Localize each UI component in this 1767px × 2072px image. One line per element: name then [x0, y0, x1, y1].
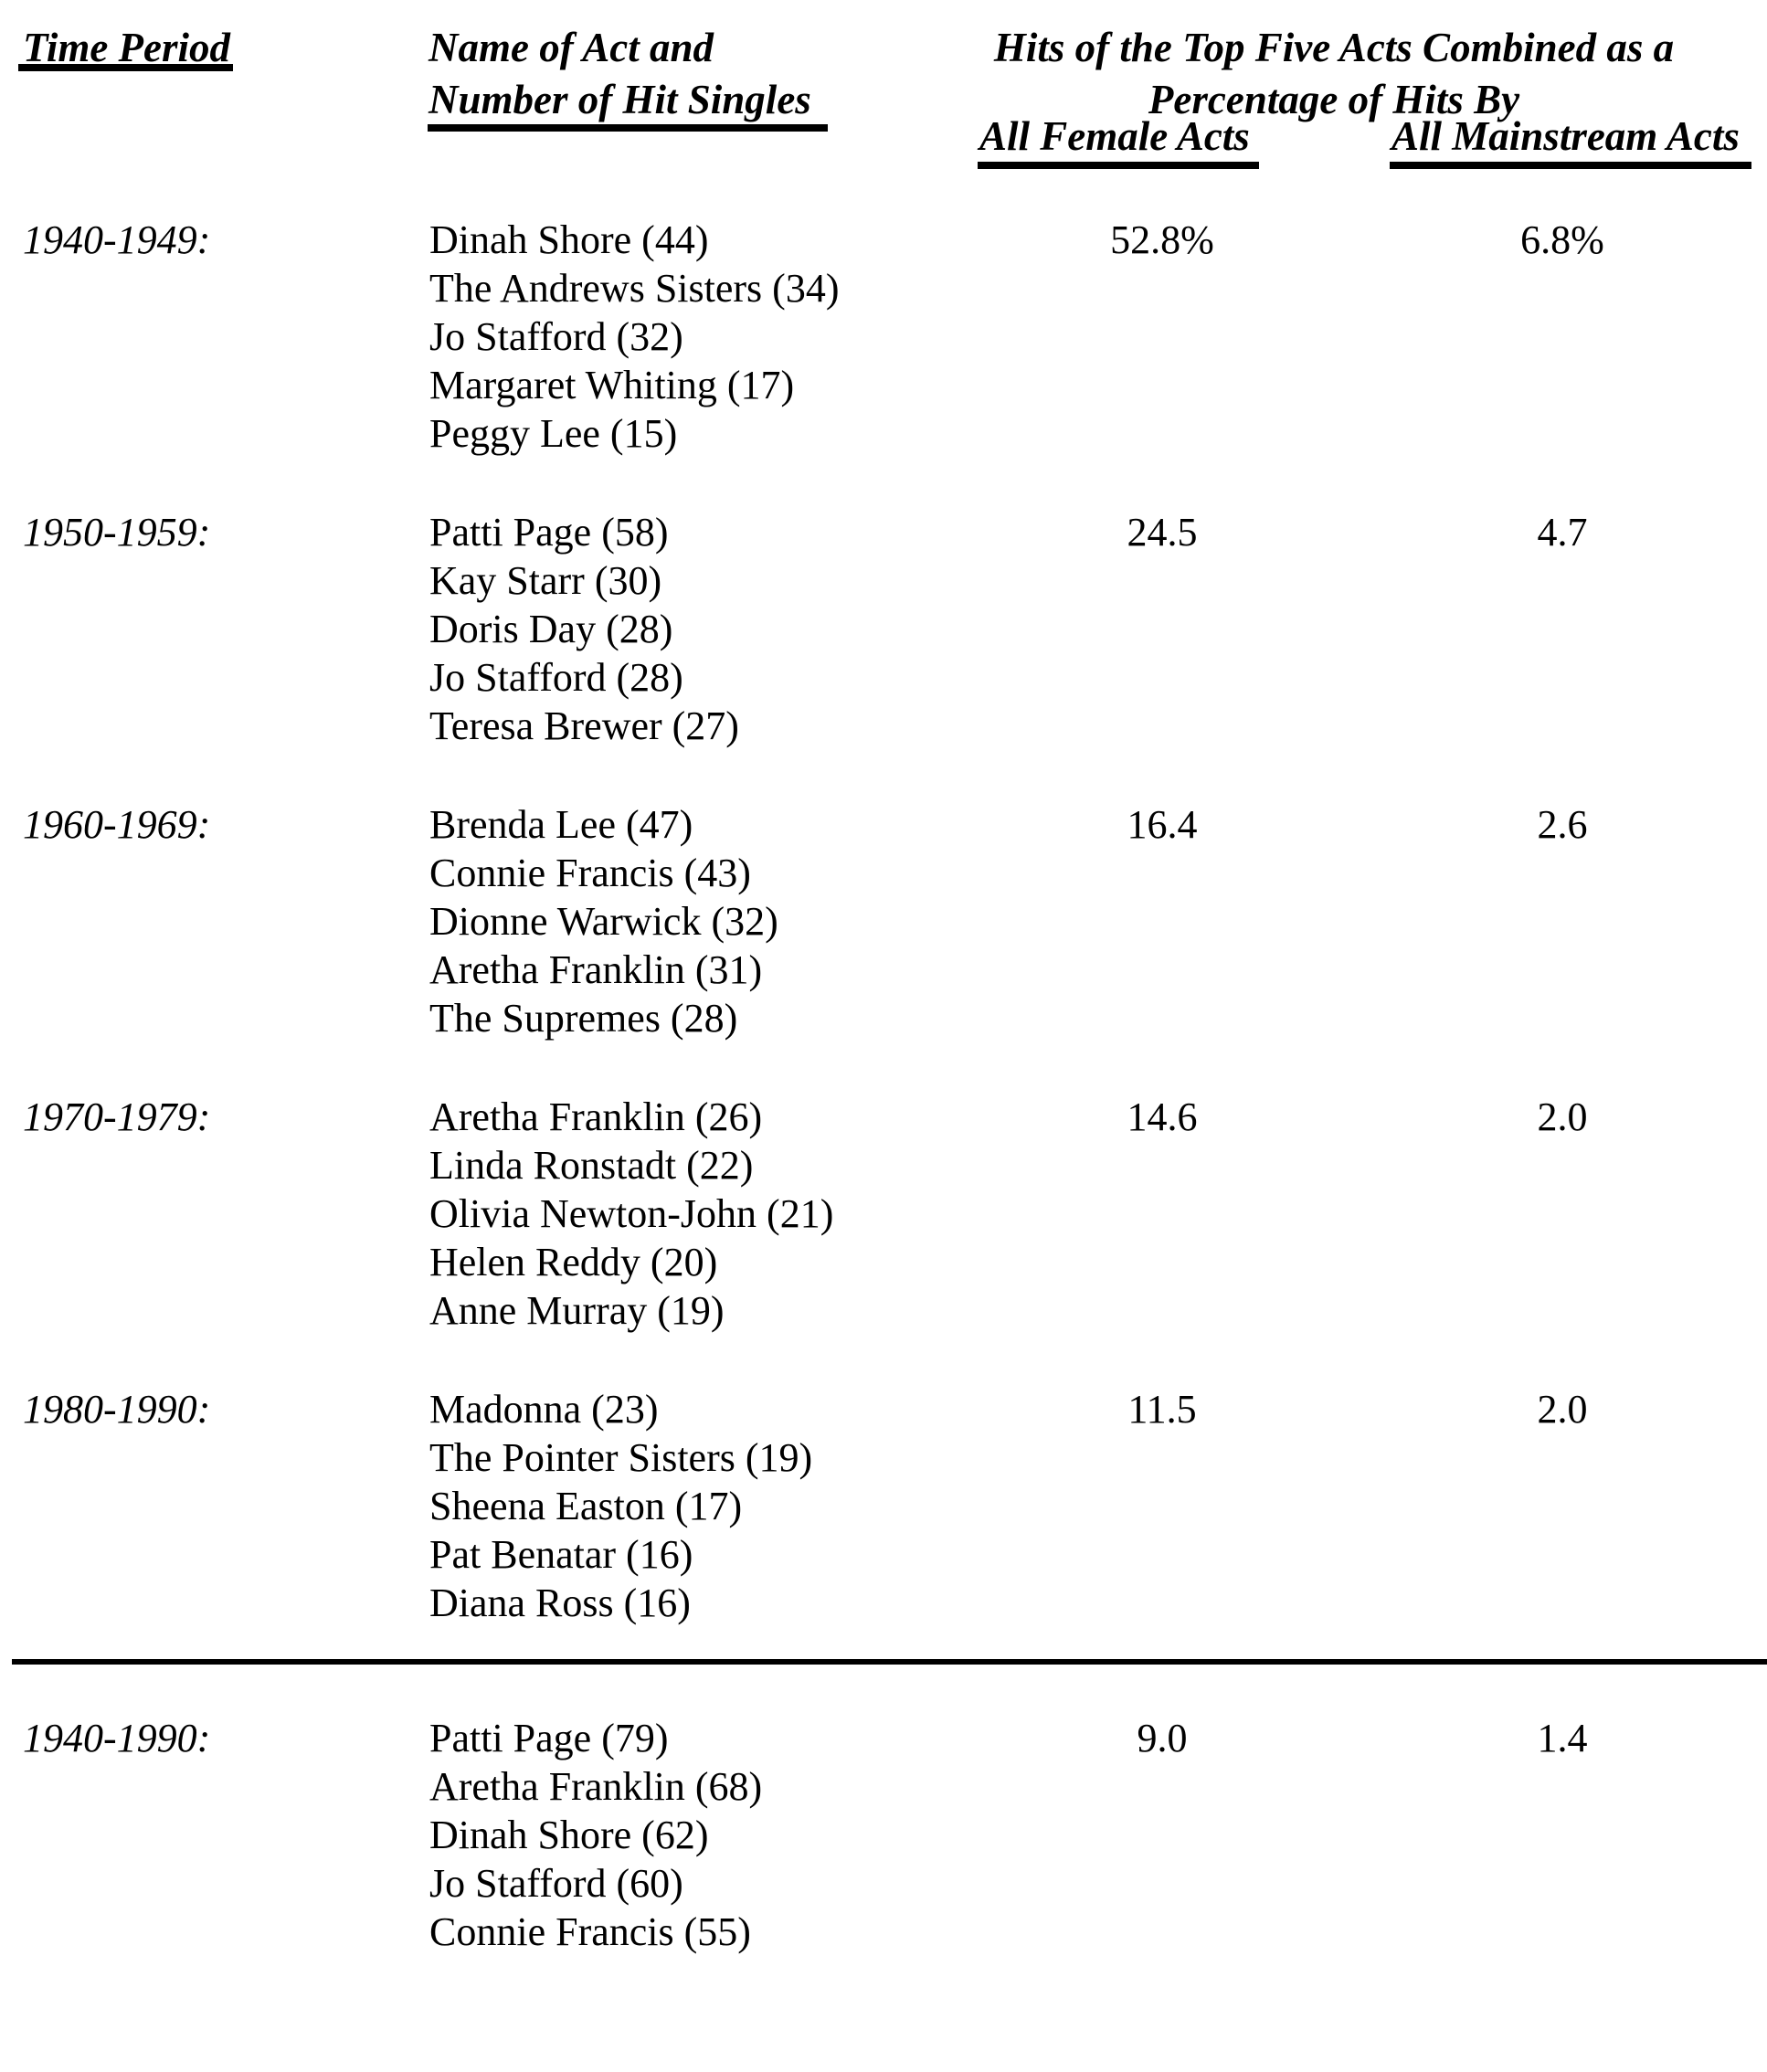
act-line: Anne Murray (19)	[429, 1288, 725, 1333]
act-list: Aretha Franklin (26) Linda Ronstadt (22)…	[429, 1093, 833, 1335]
act-line: Connie Francis (43)	[429, 851, 751, 895]
column-header-group: Hits of the Top Five Acts Combined as a …	[905, 22, 1763, 126]
act-line: Brenda Lee (47)	[429, 802, 693, 847]
act-line: Sheena Easton (17)	[429, 1484, 743, 1528]
act-line: Olivia Newton-John (21)	[429, 1191, 834, 1236]
act-line: Connie Francis (55)	[429, 1909, 751, 1954]
period-label: 1940-1990:	[23, 1716, 211, 1760]
period-label: 1950-1959:	[23, 510, 211, 555]
act-line: Doris Day (28)	[429, 607, 673, 651]
table-row: 1970-1979: Aretha Franklin (26) Linda Ro…	[0, 1093, 1767, 1348]
act-line: Jo Stafford (60)	[429, 1861, 683, 1906]
act-line: Madonna (23)	[429, 1387, 659, 1432]
underline-all-female-acts	[978, 162, 1259, 169]
act-line: Dionne Warwick (32)	[429, 899, 778, 944]
column-header-act: Name of Act and Number of Hit Singles	[429, 22, 811, 126]
act-line: Aretha Franklin (26)	[429, 1094, 763, 1139]
act-line: Linda Ronstadt (22)	[429, 1143, 754, 1188]
mainstream-acts-value: 4.7	[1537, 510, 1588, 555]
underline-act-header	[428, 124, 828, 132]
act-line: Jo Stafford (32)	[429, 314, 683, 359]
table-row: 1980-1990: Madonna (23) The Pointer Sist…	[0, 1385, 1767, 1641]
female-acts-value: 11.5	[1127, 1387, 1197, 1432]
period-label: 1980-1990:	[23, 1387, 211, 1432]
act-line: Teresa Brewer (27)	[429, 703, 739, 748]
act-line: Patti Page (79)	[429, 1716, 669, 1760]
act-line: Peggy Lee (15)	[429, 411, 678, 456]
act-line: The Andrews Sisters (34)	[429, 266, 840, 311]
female-acts-value: 14.6	[1127, 1094, 1198, 1139]
act-line: Dinah Shore (44)	[429, 217, 709, 262]
act-list: Patti Page (58) Kay Starr (30) Doris Day…	[429, 508, 739, 750]
act-line: Aretha Franklin (31)	[429, 947, 763, 992]
period-label: 1940-1949:	[23, 217, 211, 262]
period-label: 1960-1969:	[23, 802, 211, 847]
female-acts-value: 16.4	[1127, 802, 1198, 847]
act-line: Pat Benatar (16)	[429, 1532, 693, 1577]
table-row: 1940-1949: Dinah Shore (44) The Andrews …	[0, 216, 1767, 471]
act-line: Patti Page (58)	[429, 510, 669, 555]
act-line: Margaret Whiting (17)	[429, 363, 795, 407]
table-row: 1950-1959: Patti Page (58) Kay Starr (30…	[0, 508, 1767, 764]
act-line: The Supremes (28)	[429, 996, 738, 1041]
act-list: Madonna (23) The Pointer Sisters (19) Sh…	[429, 1385, 812, 1627]
column-header-group-line1: Hits of the Top Five Acts Combined as a	[993, 25, 1675, 70]
female-acts-value: 24.5	[1127, 510, 1198, 555]
section-divider-rule	[12, 1659, 1767, 1665]
column-header-all-female-acts: All Female Acts	[979, 113, 1250, 159]
mainstream-acts-value: 2.6	[1537, 802, 1588, 847]
female-acts-value: 52.8%	[1110, 217, 1214, 262]
table-row: 1960-1969: Brenda Lee (47) Connie Franci…	[0, 800, 1767, 1056]
act-line: Kay Starr (30)	[429, 558, 662, 603]
column-header-act-line2: Number of Hit Singles	[429, 77, 811, 122]
act-list: Patti Page (79) Aretha Franklin (68) Din…	[429, 1714, 762, 1956]
act-line: Dinah Shore (62)	[429, 1813, 709, 1857]
act-line: The Pointer Sisters (19)	[429, 1435, 813, 1480]
act-line: Helen Reddy (20)	[429, 1240, 718, 1284]
act-line: Jo Stafford (28)	[429, 655, 683, 700]
column-header-time-period: Time Period	[23, 25, 231, 70]
underline-time-period	[18, 64, 233, 71]
act-line: Diana Ross (16)	[429, 1580, 691, 1625]
female-acts-value: 9.0	[1137, 1716, 1188, 1760]
mainstream-acts-value: 1.4	[1537, 1716, 1588, 1760]
column-header-all-mainstream-acts: All Mainstream Acts	[1391, 113, 1740, 159]
mainstream-acts-value: 2.0	[1537, 1094, 1588, 1139]
table-row: 1940-1990: Patti Page (79) Aretha Frankl…	[0, 1714, 1767, 1970]
period-label: 1970-1979:	[23, 1094, 211, 1139]
column-header-group-line2: Percentage of Hits By	[1148, 77, 1520, 122]
act-list: Dinah Shore (44) The Andrews Sisters (34…	[429, 216, 840, 458]
act-line: Aretha Franklin (68)	[429, 1764, 763, 1809]
mainstream-acts-value: 2.0	[1537, 1387, 1588, 1432]
column-header-act-line1: Name of Act and	[429, 25, 714, 70]
underline-all-mainstream-acts	[1390, 162, 1751, 169]
mainstream-acts-value: 6.8%	[1520, 217, 1604, 262]
act-list: Brenda Lee (47) Connie Francis (43) Dion…	[429, 800, 778, 1042]
